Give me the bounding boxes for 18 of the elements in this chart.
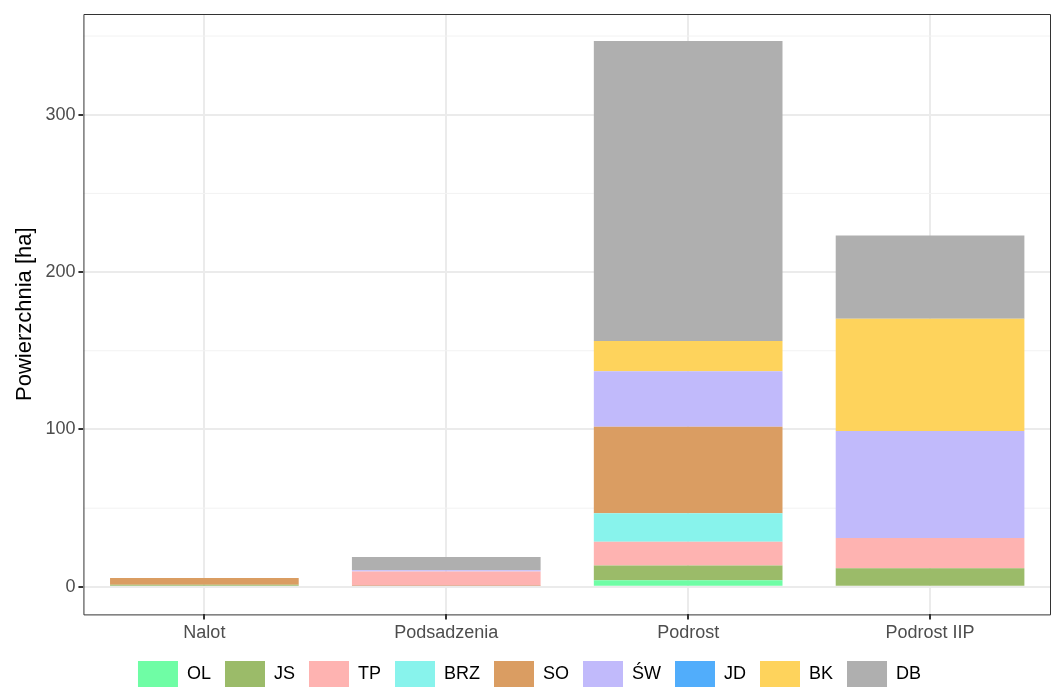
y-tick-label: 100 — [45, 418, 76, 439]
y-tick-label: 0 — [65, 575, 76, 596]
x-tick-label: Nalot — [183, 622, 226, 643]
legend-label: ŚW — [632, 661, 662, 683]
y-tick-label: 300 — [45, 103, 76, 124]
x-tick-label: Podsadzenia — [394, 622, 500, 643]
x-tick-label: Podrost — [657, 622, 720, 643]
y-tick-label: 200 — [45, 261, 76, 282]
legend-label: JD — [724, 662, 746, 683]
legend-label: JS — [273, 662, 296, 683]
legend-label: OL — [186, 662, 211, 683]
legend-label: TP — [358, 662, 382, 683]
legend-label: BK — [809, 662, 834, 683]
legend-label: DB — [896, 662, 922, 683]
legend-label: BRZ — [444, 662, 481, 683]
y-axis-title: Powierzchnia [ha] — [11, 227, 37, 402]
legend-label: SO — [543, 662, 570, 683]
x-tick-label: Podrost IIP — [885, 622, 975, 643]
